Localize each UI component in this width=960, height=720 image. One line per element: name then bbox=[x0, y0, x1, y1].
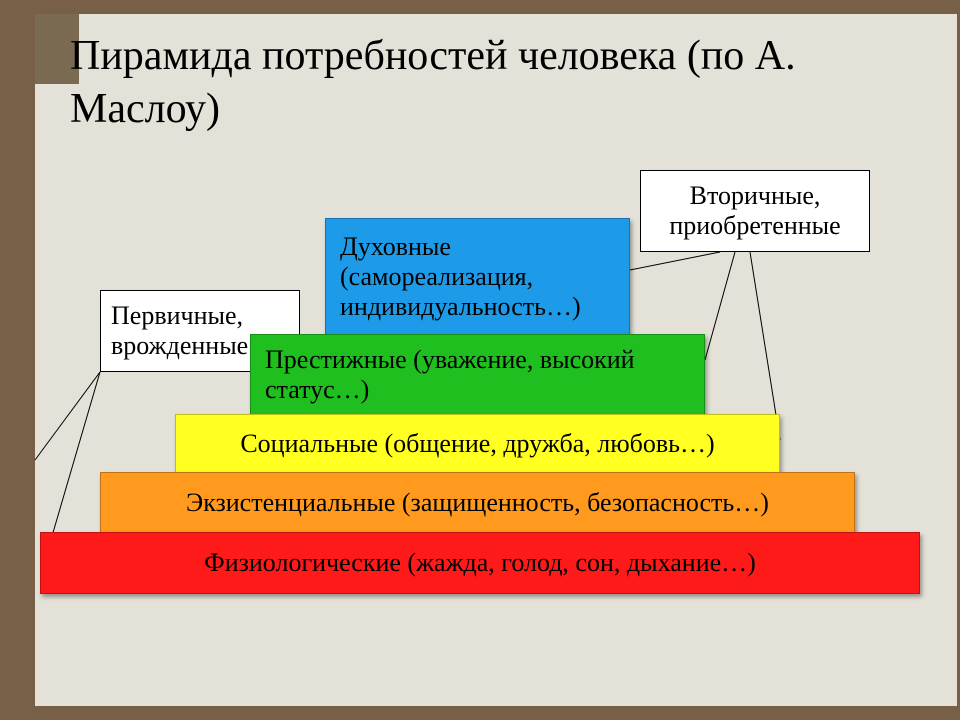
pyramid-level-existential: Экзистенциальные (защищенность, безопасн… bbox=[100, 472, 855, 534]
pyramid-level-physiological: Физиологические (жажда, голод, сон, дыха… bbox=[40, 532, 920, 594]
pyramid-level-text: Престижные (уважение, высокий статус…) bbox=[265, 345, 690, 405]
pyramid-level-prestige: Престижные (уважение, высокий статус…) bbox=[250, 334, 705, 416]
pyramid-level-spiritual: Духовные (самореализация, индивидуальнос… bbox=[325, 218, 630, 336]
slide-title: Пирамида потребностей человека (по А. Ма… bbox=[70, 30, 850, 135]
pyramid-level-text: Социальные (общение, дружба, любовь…) bbox=[190, 429, 765, 459]
label-secondary-text: Вторичные, приобретенные bbox=[651, 181, 859, 241]
pyramid-level-text: Физиологические (жажда, голод, сон, дыха… bbox=[55, 548, 905, 578]
pyramid-level-text: Духовные (самореализация, индивидуальнос… bbox=[340, 232, 615, 322]
pyramid-level-social: Социальные (общение, дружба, любовь…) bbox=[175, 414, 780, 474]
label-secondary: Вторичные, приобретенные bbox=[640, 170, 870, 252]
pyramid-level-text: Экзистенциальные (защищенность, безопасн… bbox=[115, 488, 840, 518]
slide-stage: Пирамида потребностей человека (по А. Ма… bbox=[0, 0, 960, 720]
